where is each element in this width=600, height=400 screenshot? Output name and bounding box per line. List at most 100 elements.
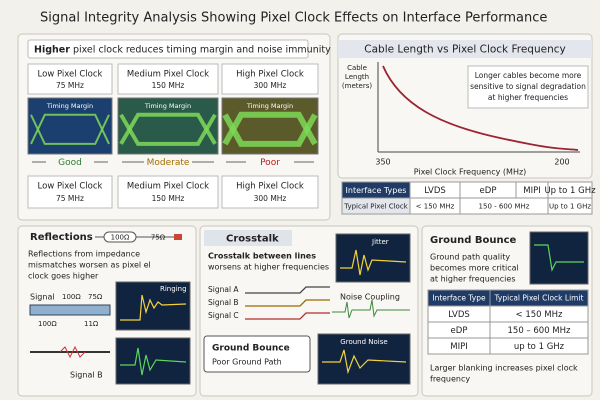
- clock-name: High Pixel Clock: [236, 70, 304, 80]
- quality-bg: [144, 156, 192, 168]
- y-label: (meters): [342, 82, 372, 90]
- table-value: < 150 MHz: [516, 310, 563, 320]
- headline-text: pixel clock reduces timing margin and no…: [73, 44, 331, 55]
- quality-bg: [46, 156, 94, 168]
- crosstalk-title-bar: [204, 230, 292, 246]
- signal-b-label: Signal B: [70, 371, 103, 380]
- signal-trace: [245, 299, 330, 307]
- crosstalk-text: worsens at higher frequencies: [208, 263, 329, 272]
- signal-label: Signal C: [208, 311, 239, 320]
- eye-label: Timing Margin: [246, 102, 293, 110]
- interface-table: Interface Types LVDS eDP MIPI Up to 1 GHz Typ…: [341, 181, 596, 215]
- table-cell: [489, 337, 589, 355]
- y-label: Cable: [347, 64, 367, 72]
- resistor: [59, 345, 86, 359]
- table-cell: [547, 197, 593, 215]
- clock-freq: 300 MHz: [254, 81, 287, 90]
- diagram-label: 100Ω: [111, 234, 130, 242]
- trend-curve: [382, 65, 579, 151]
- diagram-label: 75Ω: [151, 234, 166, 242]
- scope: [317, 333, 411, 385]
- clock-card: [221, 63, 319, 95]
- x-label: Pixel Clock Frequency (MHz): [414, 168, 527, 177]
- resistor-label: 100Ω: [62, 293, 81, 301]
- ground-bounce-text: at higher frequencies: [430, 275, 515, 284]
- eye-trace: [30, 114, 110, 145]
- eye-label: Timing Margin: [46, 102, 93, 110]
- table-value: Up to 1 GHz: [549, 203, 591, 211]
- eye-trace: [119, 113, 217, 146]
- clock-name: High Pixel Clock: [236, 182, 304, 192]
- scope: [115, 337, 191, 385]
- cable: [29, 304, 111, 316]
- note: at higher frequencies: [488, 93, 568, 102]
- quality-label: Poor: [260, 158, 280, 168]
- signal-group: Signal A Signal B Signal C: [208, 285, 330, 320]
- headline: Higher pixel clock reduces timing margin…: [34, 44, 331, 55]
- scope-label: Ground Noise: [340, 338, 387, 346]
- ground-title: Ground Bounce: [212, 344, 290, 354]
- table-value: 150 - 600 MHz: [479, 203, 530, 211]
- resistor-label: 100Ω: [38, 320, 57, 328]
- table-header: MIPI: [523, 186, 540, 196]
- reflections-text: Reflections from impedance: [28, 250, 140, 259]
- quality-label: Moderate: [147, 158, 190, 168]
- waveform: [322, 349, 407, 375]
- clock-card: [27, 175, 113, 209]
- headline-emphasis: Higher: [34, 44, 70, 55]
- clock-freq: 75 MHz: [56, 81, 84, 90]
- table-value: MIPI: [450, 342, 467, 352]
- chart-title: Cable Length vs Pixel Clock Frequency: [364, 44, 565, 56]
- scope: [335, 233, 411, 283]
- waveform: [120, 347, 187, 376]
- eye-label: Timing Margin: [144, 102, 191, 110]
- clock-card: [117, 63, 219, 95]
- ground-footer: Larger blanking increases pixel clock: [430, 364, 578, 373]
- crosstalk-title: Crosstalk: [226, 234, 279, 245]
- table-header: Interface Types: [346, 186, 407, 195]
- quality-label: Good: [58, 158, 82, 168]
- clock-freq: 300 MHz: [254, 194, 287, 203]
- ground-bounce-text: becomes more critical: [430, 264, 519, 273]
- chart-title-bar: [338, 40, 592, 58]
- scope: [529, 231, 589, 285]
- clock-name: Low Pixel Clock: [38, 70, 103, 80]
- clock-freq: 150 MHz: [152, 194, 185, 203]
- clock-freq: 150 MHz: [152, 81, 185, 90]
- clock-name: Low Pixel Clock: [38, 182, 103, 192]
- note: Longer cables become more: [475, 71, 582, 80]
- scope-label: Ringing: [160, 285, 187, 293]
- waveform: [120, 294, 187, 321]
- load-icon: [174, 234, 182, 240]
- reflections-title: Reflections: [30, 232, 93, 243]
- signal-trace: [245, 286, 330, 294]
- note: sensitive to signal degradation: [470, 82, 586, 91]
- signal-label: Signal A: [208, 285, 239, 294]
- waveform: [340, 249, 407, 276]
- clock-card: [27, 63, 113, 95]
- table-value: Typical Pixel Clock: [343, 203, 408, 211]
- table-header: Typical Pixel Clock Limit: [494, 294, 584, 303]
- ground-footer: frequency: [430, 375, 470, 384]
- table-value: up to 1 GHz: [514, 342, 565, 352]
- table-header: Interface Type: [432, 294, 486, 303]
- table-value: LVDS: [448, 310, 470, 320]
- waveform: [534, 244, 584, 272]
- noise-wave: [332, 299, 410, 319]
- clock-name: Medium Pixel Clock: [127, 70, 209, 80]
- clock-card: [117, 175, 219, 209]
- ground-bounce-title: Ground Bounce: [430, 235, 517, 246]
- resistor-label: 75Ω: [88, 293, 103, 301]
- table-value: 150 – 600 MHz: [508, 326, 572, 336]
- signal-label: Signal: [30, 293, 55, 302]
- quality-bg: [246, 156, 294, 168]
- ground-bounce-text: Ground path quality: [430, 253, 510, 262]
- scope-label: Jitter: [371, 238, 389, 246]
- table-header: eDP: [480, 186, 497, 196]
- reflections-text: mismatches worsen as pixel el: [28, 261, 151, 270]
- x-tick-label: 200: [554, 158, 569, 167]
- resistor-box: [103, 231, 137, 243]
- signal-label: Signal B: [208, 298, 239, 307]
